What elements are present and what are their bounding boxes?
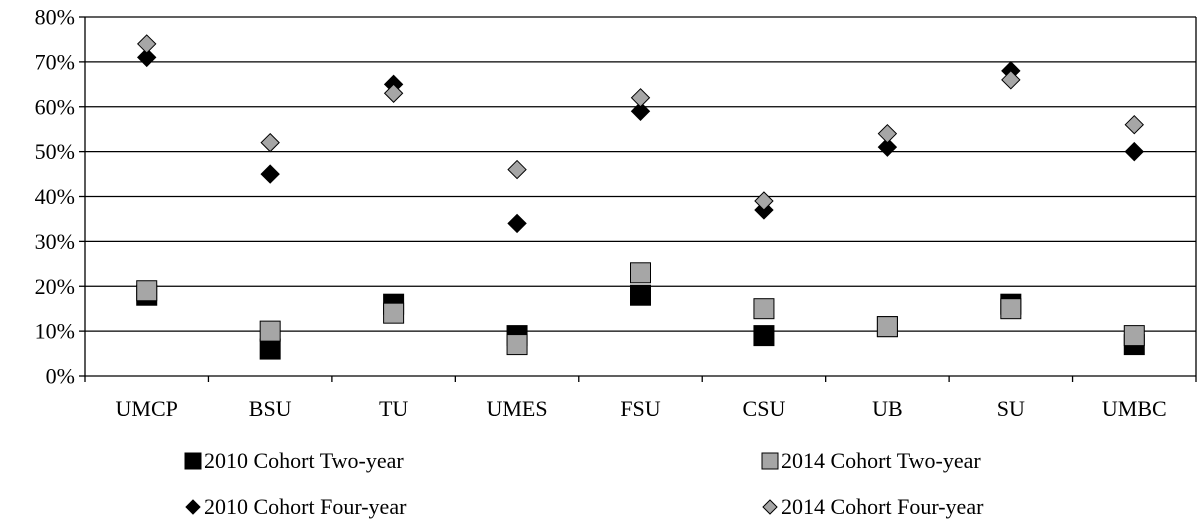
x-tick-label: FSU — [620, 396, 660, 421]
y-tick-label: 30% — [35, 229, 75, 254]
marker-2010-cohort-two-year — [259, 338, 281, 360]
legend: 2010 Cohort Two-year 2014 Cohort Two-year… — [184, 448, 984, 519]
x-tick-label: BSU — [249, 396, 292, 421]
marker-2014-cohort-two-year — [1123, 325, 1145, 347]
x-tick-label: TU — [379, 396, 408, 421]
legend-label: 2010 Cohort Two-year — [204, 448, 404, 473]
marker-2010-cohort-four-year — [630, 101, 651, 121]
legend-label: 2010 Cohort Four-year — [204, 494, 407, 519]
marker-2014-cohort-two-year — [506, 334, 528, 356]
marker-2014-cohort-two-year — [753, 298, 775, 320]
x-tick-label: UB — [872, 396, 903, 421]
axes — [79, 16, 1197, 382]
y-tick-label: 20% — [35, 274, 75, 299]
marker-2014-cohort-four-year — [754, 191, 774, 211]
legend-label: 2014 Cohort Four-year — [781, 494, 984, 519]
marker-2014-cohort-two-year — [630, 262, 651, 284]
marker-2014-cohort-four-year — [507, 159, 527, 180]
y-tick-label: 50% — [35, 139, 75, 164]
marker-2014-cohort-two-year — [136, 280, 158, 302]
x-tick-label: UMCP — [116, 396, 178, 421]
marker-2014-cohort-four-year — [383, 83, 404, 103]
legend-item: 2010 Cohort Two-year — [184, 448, 404, 473]
y-tick-label: 40% — [35, 184, 75, 209]
marker-2014-cohort-four-year — [877, 123, 898, 144]
marker-2014-cohort-two-year — [1000, 298, 1022, 320]
legend-label: 2014 Cohort Two-year — [781, 448, 981, 473]
y-tick-label: 70% — [35, 49, 75, 74]
marker-2010-cohort-four-year — [1124, 141, 1144, 162]
x-axis-tick-labels: UMCP BSU TU UMES FSU CSU UB SU UMBC — [116, 396, 1167, 421]
x-tick-label: UMBC — [1102, 396, 1167, 421]
marker-2010-cohort-four-year — [137, 47, 157, 68]
gridlines — [85, 16, 1196, 332]
marker-2010-cohort-four-year — [260, 164, 280, 184]
y-axis-tick-labels: 0% 10% 20% 30% 40% 50% 60% 70% 80% — [35, 5, 75, 389]
legend-item: 2014 Cohort Two-year — [761, 448, 981, 473]
marker-2010-cohort-four-year — [877, 137, 898, 157]
legend-swatch — [761, 452, 779, 470]
marker-2014-cohort-four-year — [137, 34, 157, 54]
y-tick-label: 10% — [35, 319, 75, 344]
marker-2014-cohort-two-year — [259, 320, 281, 342]
marker-2010-cohort-two-year — [753, 325, 775, 347]
legend-swatch — [762, 499, 778, 515]
marker-2010-cohort-two-year — [630, 284, 651, 306]
y-tick-label: 0% — [46, 364, 75, 389]
marker-2014-cohort-two-year — [876, 316, 898, 338]
marker-2014-cohort-four-year — [1124, 114, 1144, 135]
marker-2010-cohort-four-year — [507, 213, 527, 234]
y-tick-label: 80% — [35, 5, 75, 30]
legend-item: 2010 Cohort Four-year — [185, 494, 407, 519]
marker-2014-cohort-four-year — [1001, 70, 1021, 90]
marker-2014-cohort-two-year — [383, 302, 405, 324]
x-tick-label: UMES — [486, 396, 547, 421]
legend-swatch — [185, 499, 201, 515]
x-tick-label: SU — [997, 396, 1025, 421]
legend-swatch — [184, 452, 202, 470]
y-tick-label: 60% — [35, 94, 75, 119]
marker-2014-cohort-four-year — [260, 132, 280, 153]
x-tick-label: CSU — [743, 396, 786, 421]
data-markers — [136, 34, 1145, 360]
marker-2014-cohort-four-year — [630, 88, 651, 108]
legend-item: 2014 Cohort Four-year — [762, 494, 984, 519]
